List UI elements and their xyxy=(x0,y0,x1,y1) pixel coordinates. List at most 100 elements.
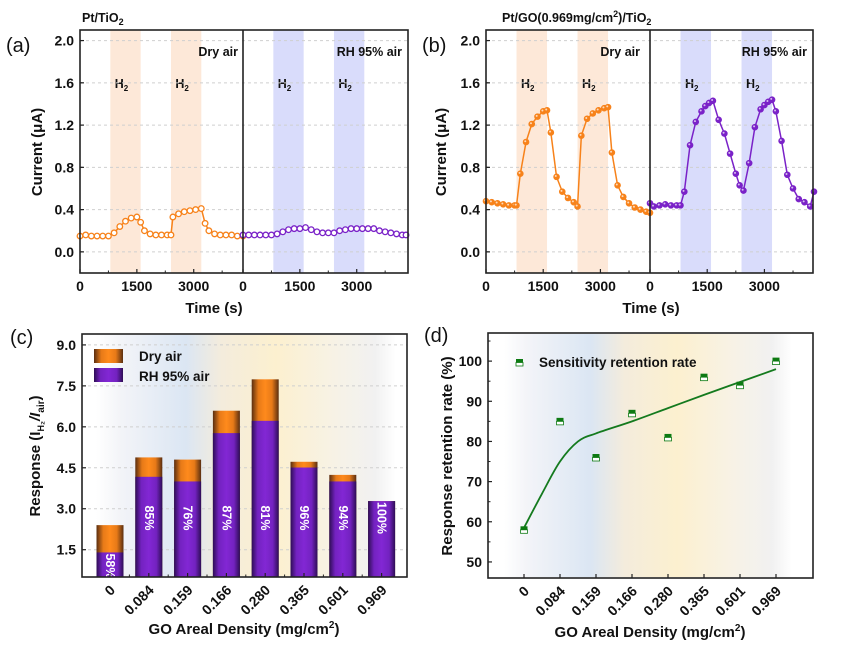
y-axis-title: Response (IH₂/Iair) xyxy=(27,395,47,516)
data-point-highlight xyxy=(678,203,681,206)
data-point xyxy=(393,230,400,238)
legend-label: Sensitivity retention rate xyxy=(539,355,697,370)
x-tick-label: 0.969 xyxy=(354,582,390,618)
h2-exposure-band xyxy=(333,30,365,273)
data-point-highlight xyxy=(638,207,641,210)
data-point xyxy=(211,230,219,238)
data-point xyxy=(364,225,372,233)
data-point-highlight xyxy=(728,151,731,154)
data-point xyxy=(677,202,684,209)
x-axis-title: Time (s) xyxy=(622,300,679,317)
data-point-highlight xyxy=(575,204,578,207)
data-point xyxy=(499,201,507,208)
segment-label-dry: Dry air xyxy=(198,45,238,59)
data-point-highlight xyxy=(554,175,557,178)
data-point xyxy=(637,206,644,213)
data-point-highlight xyxy=(674,203,677,206)
data-point xyxy=(661,201,669,208)
bar-rh95-air xyxy=(135,476,163,577)
data-point-highlight xyxy=(657,203,660,206)
data-point xyxy=(82,231,90,239)
x-tick-label: 0.280 xyxy=(640,583,676,619)
x-tick-label: 0.159 xyxy=(568,583,604,619)
data-point-highlight xyxy=(663,202,666,205)
y-tick-label: 9.0 xyxy=(57,337,77,353)
data-point xyxy=(726,150,734,157)
bar-rh95-air xyxy=(212,433,240,577)
retention-label: 85% xyxy=(142,505,156,530)
data-point xyxy=(228,231,236,239)
data-point-highlight xyxy=(621,195,624,198)
data-point xyxy=(205,227,213,235)
data-point xyxy=(296,225,304,233)
legend-swatch-humid xyxy=(94,368,123,382)
data-point-highlight xyxy=(489,200,492,203)
panel-b: (b) Pt/GO(0.969mg/cm2)/TiO2 H2 H2 H2 H2 0.0… xyxy=(422,9,818,317)
data-point xyxy=(751,123,759,131)
data-point xyxy=(667,202,675,209)
data-point-highlight xyxy=(758,107,761,110)
data-point xyxy=(158,231,165,239)
x-tick-label: 0 xyxy=(76,278,84,294)
x-tick-label: 0 xyxy=(239,278,247,294)
y-tick-label: 60 xyxy=(466,514,482,530)
plot-frame xyxy=(81,333,408,578)
data-point xyxy=(116,223,124,230)
y-tick-label: 0.8 xyxy=(461,159,481,175)
bar-rh95-air xyxy=(96,552,124,577)
data-point-bottom xyxy=(520,529,528,534)
data-point-top xyxy=(700,373,708,378)
data-point xyxy=(732,170,740,177)
retention-label: 81% xyxy=(258,505,272,530)
data-point-highlight xyxy=(579,133,582,136)
gridlines xyxy=(80,40,408,253)
data-point xyxy=(614,182,621,189)
bar-rh95-air xyxy=(290,467,318,577)
data-point xyxy=(574,203,581,210)
segment-label-humid: RH 95% air xyxy=(742,45,807,59)
data-point-highlight xyxy=(501,202,504,205)
scatter-points xyxy=(520,357,780,534)
data-point xyxy=(721,130,728,137)
x-tick-label: 1500 xyxy=(121,278,152,294)
x-tick-label: 0 xyxy=(101,582,118,599)
legend: Sensitivity retention rate xyxy=(515,355,697,370)
h2-exposure-band xyxy=(516,30,548,273)
retention-label: 87% xyxy=(219,505,233,530)
y-tick-label: 1.6 xyxy=(55,75,75,91)
data-point-highlight xyxy=(602,106,605,109)
axes: 0.0 0.4 0.8 1.2 1.6 2.0 0 1500 3000 0 1500 3000 xyxy=(461,33,794,294)
data-point-highlight xyxy=(615,183,618,186)
data-point-highlight xyxy=(766,100,769,103)
y-tick-label: 4.5 xyxy=(57,460,77,476)
data-point xyxy=(553,173,560,181)
data-point xyxy=(517,170,524,177)
data-point xyxy=(528,120,536,128)
data-point-highlight xyxy=(770,97,773,100)
x-tick-label: 0.159 xyxy=(160,582,196,618)
y-tick-label: 70 xyxy=(466,474,482,490)
data-point xyxy=(547,129,555,136)
data-point-highlight xyxy=(632,205,635,208)
x-axis-title: GO Areal Density (mg/cm2) xyxy=(149,620,340,638)
data-point xyxy=(324,229,332,237)
data-point xyxy=(513,202,520,209)
h2-label: H2 xyxy=(685,77,699,93)
data-point xyxy=(267,231,275,239)
h2-bands: H2 H2 H2 H2 xyxy=(110,30,365,273)
legend-label-humid: RH 95% air xyxy=(139,369,210,384)
x-tick-label: 0.601 xyxy=(712,583,748,619)
data-point-highlight xyxy=(596,108,599,111)
data-point-highlight xyxy=(606,105,609,108)
data-point-highlight xyxy=(688,143,691,146)
h2-bands: H2 H2 H2 H2 xyxy=(516,30,773,273)
data-point-highlight xyxy=(785,172,788,175)
data-point xyxy=(715,116,722,124)
panel-a: (a) Pt/TiO2 H2 H2 H2 H2 0.00.40.81.21.62.00… xyxy=(6,11,410,317)
data-point xyxy=(341,226,349,234)
panel-c-label: (c) xyxy=(10,327,33,349)
y-tick-label: 0.8 xyxy=(55,159,75,175)
x-tick-label: 3000 xyxy=(178,278,209,294)
y-tick-label: 1.6 xyxy=(461,75,481,91)
h2-exposure-band xyxy=(110,30,141,273)
